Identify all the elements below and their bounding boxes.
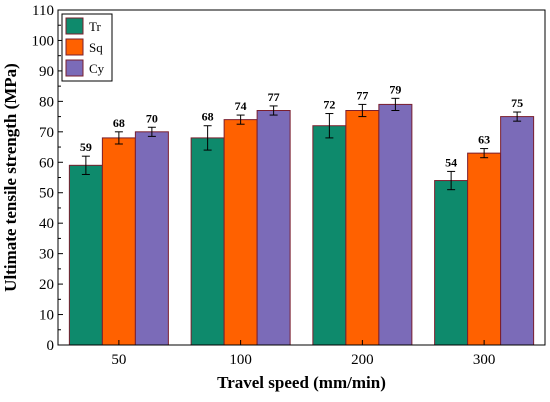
x-tick-label: 300 [473,352,496,368]
y-tick-label: 80 [39,94,54,110]
bar-sq-300 [467,152,502,346]
data-label: 75 [511,96,523,110]
legend-label-tr: Tr [89,19,101,34]
x-tick-label: 200 [351,352,374,368]
legend-label-sq: Sq [89,40,103,55]
y-tick-label: 30 [39,247,54,263]
data-labels-layer: 59 68 70 68 74 77 72 77 79 54 63 75 [80,82,523,169]
legend-label-cy: Cy [89,61,105,76]
bar-cy-100 [256,110,291,346]
y-tick-label: 10 [39,308,54,324]
bar-cy-200 [378,103,413,346]
y-tick-label: 20 [39,277,54,293]
y-tick-label: 50 [39,186,54,202]
bar-sq-200 [345,110,380,346]
data-label: 54 [445,155,457,169]
data-label: 68 [202,110,214,124]
data-label: 77 [356,88,368,102]
legend-swatch-tr [65,17,84,35]
bar-tr-200 [312,125,347,346]
y-tick-label: 70 [39,125,54,141]
y-tick-label: 90 [39,64,54,80]
y-tick-label: 100 [32,33,55,49]
bar-tr-300 [434,180,469,346]
legend-swatch-sq [65,38,84,56]
x-tick-label: 100 [229,352,252,368]
data-label: 63 [478,133,490,147]
bar-sq-100 [223,119,258,346]
error-bars-layer [81,97,522,191]
bar-tr-100 [190,137,225,346]
x-tick-label: 50 [111,352,126,368]
legend-swatch-cy [65,59,84,77]
x-axis: 50 100 200 300 [111,340,495,368]
data-label: 77 [268,90,280,104]
x-axis-title: Travel speed (mm/min) [217,373,386,392]
y-axis-title: Ultimate tensile strength (MPa) [1,63,20,292]
bar-tr-50 [68,164,103,346]
data-label: 72 [323,98,335,112]
legend: Tr Sq Cy [61,13,113,82]
y-tick-label: 110 [32,3,54,19]
data-label: 79 [389,82,401,96]
y-tick-label: 0 [47,338,55,354]
bar-cy-50 [134,131,169,346]
bar-sq-50 [101,137,136,346]
y-axis: 0 10 20 30 40 50 60 70 80 90 100 110 [32,3,63,354]
bars-layer [68,103,535,346]
data-label: 59 [80,140,92,154]
bar-cy-300 [500,116,535,346]
y-tick-label: 40 [39,216,54,232]
y-tick-label: 60 [39,155,54,171]
data-label: 70 [146,111,158,125]
data-label: 74 [235,99,247,113]
data-label: 68 [113,116,125,130]
